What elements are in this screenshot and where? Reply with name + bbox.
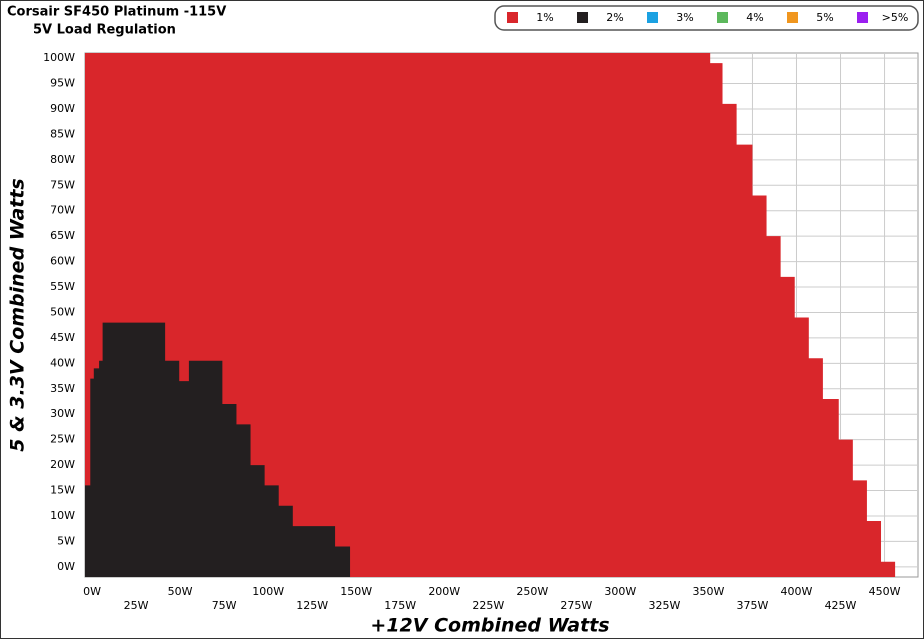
y-tick-label: 15W bbox=[50, 484, 75, 497]
legend-label: 3% bbox=[676, 11, 693, 24]
x-tick-label: 50W bbox=[168, 585, 193, 598]
x-tick-label: 325W bbox=[648, 599, 680, 612]
x-tick-label: 75W bbox=[212, 599, 237, 612]
legend-box bbox=[494, 5, 919, 31]
x-tick-label: 200W bbox=[428, 585, 460, 598]
x-tick-label: 125W bbox=[296, 599, 328, 612]
y-tick-label: 55W bbox=[50, 280, 75, 293]
legend-swatch bbox=[577, 12, 588, 23]
legend-swatch bbox=[507, 12, 518, 23]
legend-swatch bbox=[717, 12, 728, 23]
x-tick-label: 175W bbox=[384, 599, 416, 612]
x-tick-label: 375W bbox=[737, 599, 769, 612]
legend-label: 5% bbox=[816, 11, 833, 24]
y-tick-label: 5W bbox=[57, 534, 75, 547]
y-tick-label: 45W bbox=[50, 331, 75, 344]
legend-swatch bbox=[787, 12, 798, 23]
region-area bbox=[85, 53, 896, 577]
y-tick-label: 35W bbox=[50, 382, 75, 395]
y-tick-label: 70W bbox=[50, 204, 75, 217]
x-tick-label: 100W bbox=[252, 585, 284, 598]
x-axis-label: +12V Combined Watts bbox=[370, 615, 609, 637]
y-tick-label: 95W bbox=[50, 77, 75, 90]
x-tick-label: 300W bbox=[604, 585, 636, 598]
y-tick-label: 10W bbox=[50, 509, 75, 522]
y-tick-label: 25W bbox=[50, 433, 75, 446]
y-tick-label: 0W bbox=[57, 560, 75, 573]
y-tick-label: 100W bbox=[43, 51, 75, 64]
y-tick-label: 75W bbox=[50, 178, 75, 191]
y-tick-label: 85W bbox=[50, 127, 75, 140]
x-tick-label: 150W bbox=[340, 585, 372, 598]
y-tick-label: 30W bbox=[50, 407, 75, 420]
chart-title: Corsair SF450 Platinum -115V bbox=[7, 5, 226, 20]
y-tick-label: 20W bbox=[50, 458, 75, 471]
x-tick-label: 350W bbox=[692, 585, 724, 598]
legend-swatch bbox=[857, 12, 868, 23]
y-tick-label: 65W bbox=[50, 229, 75, 242]
y-tick-label: 90W bbox=[50, 102, 75, 115]
region-area bbox=[85, 322, 351, 577]
x-tick-label: 0W bbox=[83, 585, 101, 598]
legend-label: >5% bbox=[882, 11, 909, 24]
x-tick-label: 225W bbox=[472, 599, 504, 612]
y-tick-label: 50W bbox=[50, 305, 75, 318]
x-tick-label: 425W bbox=[825, 599, 857, 612]
legend-label: 2% bbox=[606, 11, 623, 24]
x-tick-label: 275W bbox=[560, 599, 592, 612]
x-tick-label: 450W bbox=[869, 585, 901, 598]
legend-swatch bbox=[647, 12, 658, 23]
legend-label: 1% bbox=[536, 11, 553, 24]
y-tick-label: 60W bbox=[50, 255, 75, 268]
y-axis-label: 5 & 3.3V Combined Watts bbox=[7, 178, 29, 452]
x-tick-label: 400W bbox=[781, 585, 813, 598]
legend-label: 4% bbox=[746, 11, 763, 24]
y-tick-label: 80W bbox=[50, 153, 75, 166]
x-tick-label: 250W bbox=[516, 585, 548, 598]
x-tick-label: 25W bbox=[124, 599, 149, 612]
chart-subtitle: 5V Load Regulation bbox=[33, 23, 176, 38]
y-tick-label: 40W bbox=[50, 356, 75, 369]
